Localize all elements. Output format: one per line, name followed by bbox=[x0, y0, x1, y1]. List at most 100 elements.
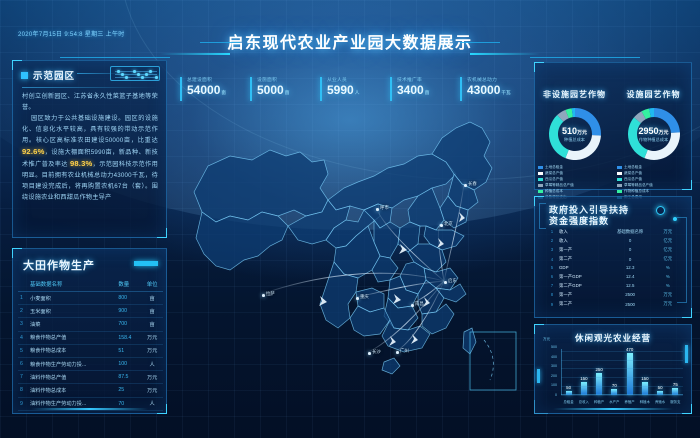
panel-field-crop-production: 大田作物生产 基础数据名称 数量 单位 1 小麦面积 800 亩 2 玉米面积 900 亩 3 油… bbox=[12, 248, 167, 414]
donut-svg bbox=[548, 108, 601, 160]
table-row[interactable]: 8 第一产 2500 万元 bbox=[547, 290, 679, 299]
city-marker-dot[interactable] bbox=[444, 281, 447, 284]
table-row[interactable]: 6 粮食作物生产劳动力投... 100 人 bbox=[18, 357, 163, 372]
table-row[interactable]: 1 小麦面积 800 亩 bbox=[18, 291, 163, 306]
cell-unit: % bbox=[665, 283, 670, 289]
city-marker-dot[interactable] bbox=[464, 184, 467, 187]
title-line-right bbox=[530, 57, 640, 58]
city-marker-dot[interactable] bbox=[262, 294, 265, 297]
table-row[interactable]: 2 收入 0 亿元 bbox=[547, 236, 679, 245]
legend-swatch bbox=[538, 184, 543, 187]
table-row[interactable]: 4 粮食作物总产值 158.4 万元 bbox=[18, 331, 163, 345]
donut-card: 非设施园艺作物 510万元 种植总成本 土地总租金 蔬菜总产值 西瓜总产值 草莓等精品… bbox=[535, 89, 614, 200]
cell-index: 8 bbox=[18, 383, 28, 398]
donut-chart[interactable]: 510万元 种植总成本 bbox=[547, 106, 603, 162]
bar[interactable] bbox=[641, 381, 648, 395]
city-marker-dot[interactable] bbox=[440, 224, 443, 227]
park-pct-1: 92.6% bbox=[22, 147, 45, 156]
header-title-bar: 启东现代农业产业园大数据展示 bbox=[0, 26, 700, 60]
city-marker-dot[interactable] bbox=[411, 304, 414, 307]
cell-name: 第二产 bbox=[559, 301, 573, 307]
bar[interactable] bbox=[580, 381, 587, 395]
donut-chart-group: 非设施园艺作物 510万元 种植总成本 土地总租金 蔬菜总产值 西瓜总产值 草莓等精品… bbox=[535, 89, 693, 200]
cell-name: 油菜 bbox=[28, 317, 117, 332]
x-tick-label: 养殖水 bbox=[655, 400, 666, 404]
table-row[interactable]: 9 油料作物生产劳动力投... 70 人 bbox=[18, 397, 163, 411]
cell-value: 12.4 bbox=[625, 274, 635, 280]
table-row[interactable]: 5 GDP 12.3% bbox=[547, 264, 679, 272]
bar[interactable] bbox=[565, 390, 572, 395]
park-para-2b: ，设施大棚面积5990亩，新品种、新技术推广普及率达 bbox=[22, 149, 158, 168]
cell-name: 粮食作物总成本 bbox=[28, 344, 117, 358]
datetime-label: 2020年7月15日 9:54:8 星期三 上午时 bbox=[18, 32, 125, 38]
bar-column[interactable]: 75 bbox=[671, 349, 680, 395]
panel-header: 示范园区 bbox=[21, 68, 75, 82]
donut-svg bbox=[627, 108, 680, 160]
kpi-unit: 千瓦 bbox=[501, 90, 511, 95]
bar-column[interactable]: 50 bbox=[564, 349, 573, 395]
kpi-card: 从业人员 5990人 bbox=[320, 76, 390, 104]
donut-chart[interactable]: 2950万元 作物种植总成本 bbox=[626, 106, 682, 162]
gov-invest-table: 1 收入 基础数据名称 万元 2 收入 0 亿元 3 第一产 0 亿元 4 第二产 0 亿元 5 GDP 12.3%… bbox=[547, 227, 679, 309]
th-unit: 单位 bbox=[141, 277, 163, 292]
page-title: 启东现代农业产业园大数据展示 bbox=[227, 35, 473, 52]
bar-column[interactable]: 470 bbox=[625, 347, 634, 395]
gov-invest-title: 政府投入引导扶持 资金强度指数 bbox=[549, 205, 639, 227]
scrollbar-right[interactable] bbox=[685, 345, 688, 363]
legend-item: 西瓜总产值 bbox=[538, 177, 574, 182]
x-axis-line bbox=[561, 394, 683, 395]
th-value: 数量 bbox=[116, 277, 142, 292]
kpi-card: 设施面积 5000亩 bbox=[250, 76, 320, 104]
title-step-right bbox=[460, 42, 500, 43]
y-axis-unit: 万元 bbox=[543, 337, 551, 341]
bar-value-label: 150 bbox=[580, 375, 588, 381]
table-row[interactable]: 9 第二产 2500 万元 bbox=[547, 300, 679, 309]
bar-column[interactable]: 150 bbox=[640, 349, 649, 395]
legend-item: 土地总租金 bbox=[538, 165, 574, 170]
grid-line bbox=[561, 359, 683, 361]
table-row[interactable]: 7 第二产GDP 12.5% bbox=[547, 281, 679, 290]
x-tick-label: 总租金 bbox=[563, 400, 574, 404]
donut-center: 510万元 种植总成本 bbox=[547, 106, 603, 162]
city-label: 南昌 bbox=[415, 301, 424, 306]
table-row[interactable]: 7 油料作物总产值 87.5 万元 bbox=[18, 370, 163, 385]
bar-chart-plot: 50 150 250 70 470 150 50 75 bbox=[561, 347, 683, 396]
cell-index: 5 bbox=[18, 344, 28, 358]
cell-name: 油料作物总成本 bbox=[28, 383, 117, 398]
city-label: 广州 bbox=[400, 348, 409, 353]
legend-swatch bbox=[538, 172, 543, 175]
table-row[interactable]: 1 收入 基础数据名称 万元 bbox=[547, 227, 679, 236]
city-marker-dot[interactable] bbox=[368, 352, 371, 355]
bar-column[interactable]: 250 bbox=[595, 349, 604, 395]
table-row[interactable]: 2 玉米面积 900 亩 bbox=[18, 304, 163, 319]
china-map[interactable]: 长春 北京 呼市 启东 拉萨 重庆 南昌 长沙 广州 bbox=[178, 104, 526, 414]
city-marker-dot[interactable] bbox=[396, 351, 399, 354]
table-row[interactable]: 3 油菜 700 亩 bbox=[18, 317, 163, 332]
table-row[interactable]: 3 第一产 0 亿元 bbox=[547, 245, 679, 254]
th-name: 基础数据名称 bbox=[28, 277, 117, 292]
bar-value-label: 470 bbox=[625, 347, 634, 353]
donut-legend: 土地总租金蔬菜总产值西瓜总产值草莓等精品总产值作物种植总成本用工总费用 bbox=[617, 165, 690, 200]
cell-index: 2 bbox=[18, 304, 28, 319]
bar-column[interactable]: 70 bbox=[610, 349, 619, 395]
bar[interactable] bbox=[626, 353, 633, 395]
legend-swatch bbox=[617, 190, 622, 193]
bar[interactable] bbox=[657, 390, 664, 395]
bar[interactable] bbox=[596, 372, 603, 395]
bar-column[interactable]: 150 bbox=[579, 349, 588, 395]
legend-label: 作物种植总成本 bbox=[624, 189, 650, 193]
bar[interactable] bbox=[611, 388, 618, 395]
scrollbar-left[interactable] bbox=[537, 369, 540, 383]
bar-column[interactable]: 50 bbox=[656, 349, 665, 395]
city-marker-dot[interactable] bbox=[376, 208, 379, 211]
bar[interactable] bbox=[672, 388, 679, 395]
city-marker-dot[interactable] bbox=[356, 297, 359, 300]
legend-swatch bbox=[617, 166, 622, 169]
table-row[interactable]: 4 第二产 0 亿元 bbox=[547, 255, 679, 264]
bar-value-label: 75 bbox=[672, 382, 678, 388]
bar-value-label: 150 bbox=[641, 375, 649, 381]
table-row[interactable]: 8 油料作物总成本 25 万元 bbox=[18, 383, 163, 398]
table-row[interactable]: 5 粮食作物总成本 51 万元 bbox=[18, 344, 163, 358]
table-row[interactable]: 6 第一产GDP 12.4% bbox=[547, 272, 679, 281]
title-rule-left bbox=[160, 53, 230, 55]
